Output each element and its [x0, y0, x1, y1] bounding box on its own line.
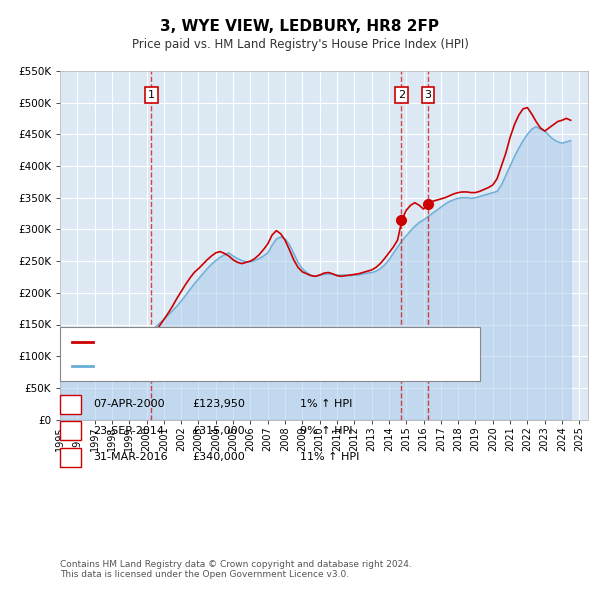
Text: 11% ↑ HPI: 11% ↑ HPI [300, 453, 359, 462]
Text: 1: 1 [148, 90, 155, 100]
Text: 1% ↑ HPI: 1% ↑ HPI [300, 399, 352, 409]
Text: 3: 3 [67, 453, 74, 462]
Text: Price paid vs. HM Land Registry's House Price Index (HPI): Price paid vs. HM Land Registry's House … [131, 38, 469, 51]
Text: Contains HM Land Registry data © Crown copyright and database right 2024.
This d: Contains HM Land Registry data © Crown c… [60, 560, 412, 579]
Text: 1: 1 [67, 399, 74, 409]
Text: £123,950: £123,950 [192, 399, 245, 409]
Text: 3: 3 [424, 90, 431, 100]
Text: £315,000: £315,000 [192, 426, 245, 435]
Text: HPI: Average price, detached house, Herefordshire: HPI: Average price, detached house, Here… [96, 360, 360, 371]
Text: 9% ↑ HPI: 9% ↑ HPI [300, 426, 353, 435]
Text: 3, WYE VIEW, LEDBURY, HR8 2FP: 3, WYE VIEW, LEDBURY, HR8 2FP [161, 19, 439, 34]
Text: 3, WYE VIEW, LEDBURY, HR8 2FP (detached house): 3, WYE VIEW, LEDBURY, HR8 2FP (detached … [96, 337, 362, 348]
Text: 2: 2 [67, 426, 74, 435]
Text: 2: 2 [398, 90, 405, 100]
Text: £340,000: £340,000 [192, 453, 245, 462]
Text: 23-SEP-2014: 23-SEP-2014 [93, 426, 164, 435]
Text: 31-MAR-2016: 31-MAR-2016 [93, 453, 167, 462]
Text: 07-APR-2000: 07-APR-2000 [93, 399, 164, 409]
